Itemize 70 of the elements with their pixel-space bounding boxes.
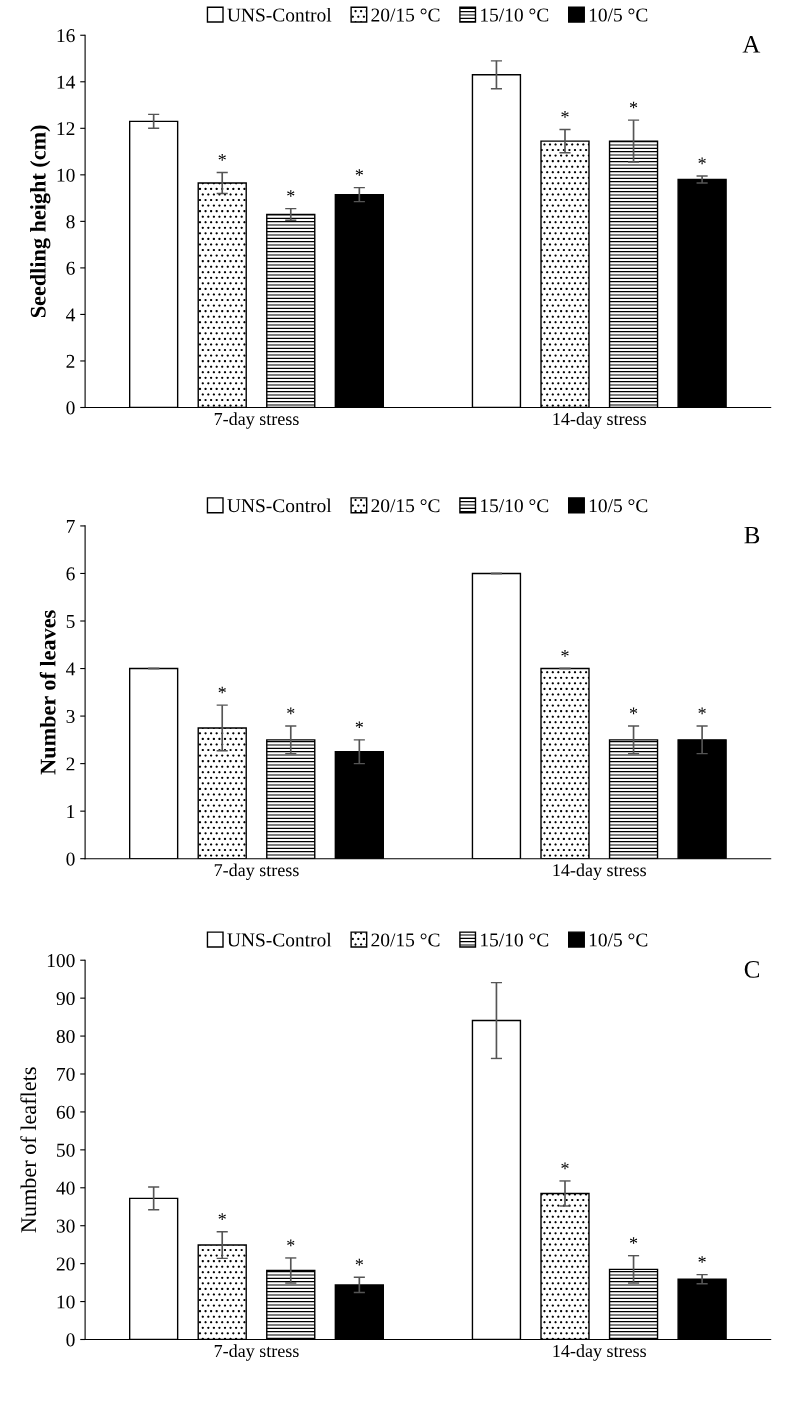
- y-axis-title: Seedling height (cm): [30, 125, 51, 318]
- x-tick-label: 14-day stress: [553, 1344, 647, 1361]
- y-tick-label: 14: [57, 75, 76, 89]
- y-tick-label: 8: [66, 215, 75, 229]
- y-tick-label: 2: [66, 354, 75, 368]
- legend-label: 15/10 °C: [481, 499, 549, 513]
- data-label: *: [355, 1258, 363, 1266]
- data-label: *: [355, 721, 363, 729]
- y-tick-label: 7: [66, 519, 75, 533]
- y-tick-label: 0: [66, 401, 75, 415]
- data-label: *: [629, 707, 638, 715]
- legend-label: UNS-Control: [227, 932, 332, 947]
- legend-label: 15/10 °C: [481, 8, 549, 22]
- y-tick-label: 2: [66, 757, 75, 771]
- legend-label: 15/10 °C: [481, 933, 549, 947]
- y-axis-title: Number of leaflets: [20, 1067, 37, 1233]
- y-tick-label: 16: [57, 29, 75, 43]
- y-tick-label: 3: [66, 709, 75, 724]
- annotation: A: [742, 36, 761, 53]
- data-label: *: [561, 1162, 569, 1170]
- x-tick-label: 7-day stress: [214, 1344, 299, 1361]
- y-tick-label: 50: [57, 1143, 75, 1157]
- y-tick-label: 80: [56, 1029, 75, 1044]
- data-label: *: [629, 1237, 638, 1244]
- legend-label: 10/5 °C: [589, 499, 648, 513]
- y-tick-label: 90: [56, 991, 75, 1006]
- data-label: *: [218, 154, 226, 161]
- data-label: *: [355, 169, 363, 176]
- x-tick-label: 7-day stress: [214, 863, 299, 880]
- y-tick-label: 10: [57, 168, 75, 182]
- y-tick-label: 12: [57, 122, 75, 136]
- data-label: *: [698, 1256, 706, 1263]
- annotation: C: [744, 961, 759, 978]
- data-label: *: [287, 190, 295, 197]
- y-tick-label: 6: [66, 261, 75, 275]
- x-tick-label: 14-day stress: [553, 412, 647, 429]
- legend-label: 20/15 °C: [371, 933, 440, 947]
- y-tick-label: 0: [66, 1333, 75, 1347]
- y-tick-label: 40: [56, 1181, 75, 1195]
- legend-label: 10/5 °C: [589, 933, 648, 947]
- legend-label: UNS-Control: [227, 498, 332, 513]
- data-label: *: [561, 650, 569, 657]
- legend-label: UNS-Control: [227, 7, 332, 22]
- y-tick-label: 100: [47, 954, 75, 968]
- y-tick-label: 60: [56, 1105, 75, 1119]
- legend-label: 20/15 °C: [371, 8, 440, 22]
- y-tick-label: 0: [66, 852, 75, 866]
- x-tick-label: 7-day stress: [214, 412, 299, 429]
- annotation: B: [744, 526, 760, 544]
- data-label: *: [287, 1239, 295, 1247]
- legend-label: 10/5 °C: [589, 8, 648, 22]
- data-label: *: [218, 686, 226, 694]
- legend-label: 20/15 °C: [371, 499, 440, 513]
- y-tick-label: 20: [56, 1257, 75, 1271]
- data-label: *: [561, 111, 569, 118]
- data-label: *: [698, 157, 706, 165]
- y-tick-label: 30: [56, 1219, 75, 1233]
- y-tick-label: 6: [66, 567, 75, 581]
- x-tick-label: 14-day stress: [553, 863, 647, 880]
- y-tick-label: 4: [66, 662, 76, 676]
- data-label: *: [218, 1213, 226, 1220]
- y-tick-label: 10: [57, 1295, 75, 1309]
- y-tick-label: 5: [66, 615, 75, 628]
- y-axis-title: Number of leaves: [39, 610, 56, 775]
- y-tick-label: 70: [57, 1067, 75, 1081]
- y-tick-label: 1: [67, 805, 75, 818]
- data-label: *: [287, 707, 295, 715]
- data-label: *: [698, 707, 706, 715]
- y-tick-label: 4: [66, 308, 76, 322]
- data-label: *: [629, 101, 638, 109]
